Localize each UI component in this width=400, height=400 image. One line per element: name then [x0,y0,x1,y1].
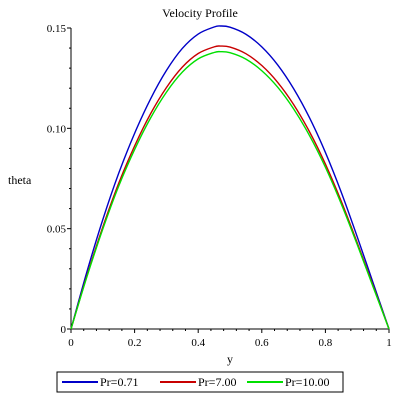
legend-items: Pr=0.71 Pr=7.00 Pr=10.00 [62,375,329,389]
legend-label: Pr=10.00 [285,375,329,389]
x-axis-ticks: 0 0.2 0.4 0.6 0.8 1 [68,329,392,349]
series-line [70,50,390,330]
y-axis-ticks: 0 0.05 0.10 0.15 [47,23,71,336]
x-tick-label: 0.2 [128,337,142,349]
y-tick-label: 0.05 [47,224,67,236]
x-tick-label: 1 [386,337,392,349]
plot-area: 0 0.2 0.4 0.6 0.8 1 0 0.05 0.10 0.15 [47,23,392,349]
legend-label: Pr=0.71 [100,375,138,389]
chart-title: Velocity Profile [162,6,238,20]
y-axis-title: theta [8,173,32,187]
y-tick-label: 0.15 [47,23,67,35]
x-tick-label: 0.8 [319,337,333,349]
x-tick-label: 0 [68,337,74,349]
x-tick-label: 0.6 [255,337,269,349]
y-tick-label: 0 [61,324,67,336]
legend-box [56,371,344,393]
legend-label: Pr=7.00 [198,375,236,389]
x-tick-label: 0.4 [191,337,205,349]
series-line [70,45,390,330]
series-lines [70,25,390,330]
y-tick-label: 0.10 [47,123,67,135]
series-line [70,25,390,330]
x-axis-title: y [227,352,233,366]
legend: Pr=0.71 Pr=7.00 Pr=10.00 [56,371,344,393]
